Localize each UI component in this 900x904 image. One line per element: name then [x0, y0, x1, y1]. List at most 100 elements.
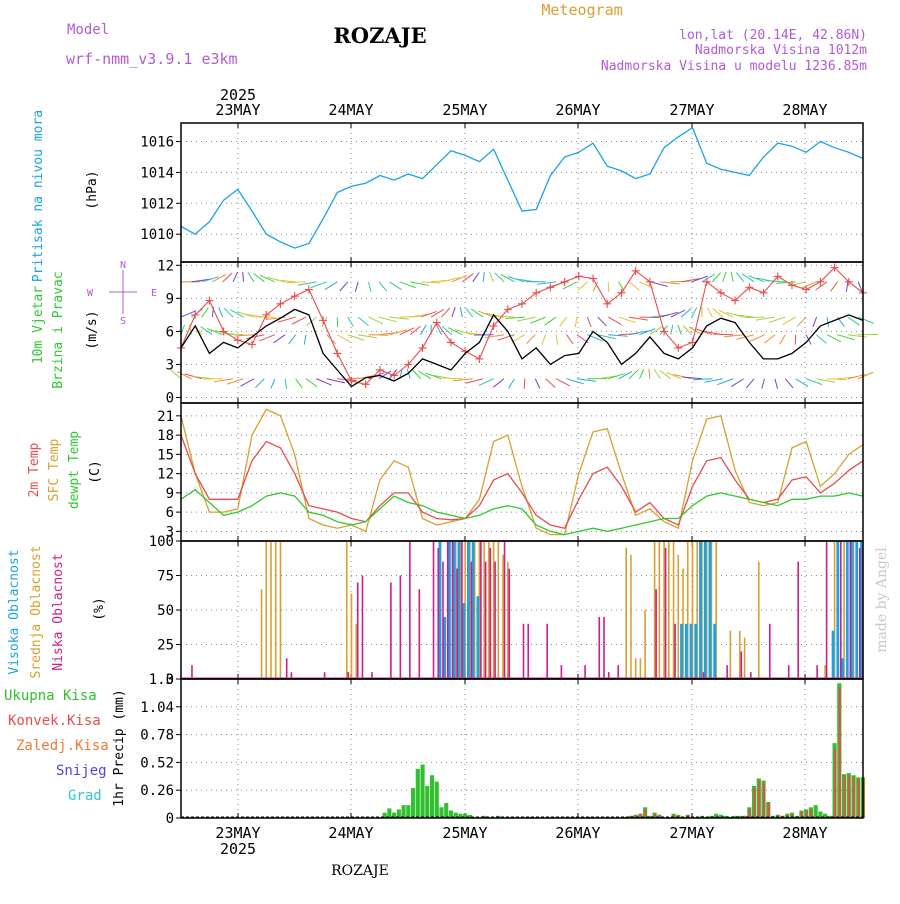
wind-barb — [545, 317, 557, 325]
wind-barb — [358, 317, 368, 325]
ytick-label: 50 — [157, 603, 174, 619]
wind-barb — [471, 309, 483, 317]
bottom-day-label: 27MAY — [669, 824, 714, 842]
ytick-label: 12 — [157, 258, 174, 274]
wind-barb — [337, 379, 357, 381]
wind-barb — [421, 282, 441, 283]
wind-barb — [219, 307, 223, 317]
wind-barb — [512, 335, 525, 342]
precip-total-bar — [430, 775, 434, 818]
precip-conv-bar — [758, 781, 760, 818]
panel-border — [181, 123, 863, 262]
wind-barb — [289, 335, 296, 344]
wind-barb — [556, 379, 570, 386]
wind-barb — [304, 335, 306, 345]
wind-barb — [274, 335, 286, 343]
wind-gust-marker — [447, 338, 455, 346]
wind-barb — [575, 317, 577, 327]
wind-barb — [248, 272, 254, 282]
precip-conv-bar — [839, 688, 841, 818]
model-name: wrf-nmm_v3.9.1 e3km — [66, 50, 238, 68]
elevation-label: Nadmorska Visina 1012m — [695, 43, 867, 58]
top-day-label: 28MAY — [782, 101, 827, 119]
precip-total-bar — [435, 782, 439, 818]
wind-gust-marker — [248, 341, 256, 349]
wind-barb — [201, 327, 213, 335]
ytick-label: 9 — [166, 291, 174, 307]
wind-barb — [713, 334, 733, 335]
panels: 1010101210141016036912369121518210255075… — [140, 123, 878, 827]
wind-barb — [493, 379, 504, 387]
wind-barb — [731, 272, 733, 282]
wind-barb — [443, 378, 463, 379]
wind-barb — [775, 379, 778, 389]
wind-barb — [671, 281, 691, 282]
wind-barb — [556, 335, 558, 345]
temp-2m-label: 2m Temp — [27, 442, 42, 497]
pressure-ylabel: (hPa) — [85, 170, 100, 209]
wind-barb — [542, 335, 546, 345]
ytick-label: 1.04 — [140, 700, 174, 716]
wind-gust-marker — [433, 319, 441, 327]
wind-barb — [746, 379, 754, 388]
ytick-label: 21 — [157, 409, 174, 425]
wind-barb — [608, 335, 628, 336]
model-elevation-label: Nadmorska Visina u modelu 1236.85m — [601, 59, 867, 74]
ytick-label: 0.26 — [140, 783, 174, 799]
top-day-label: 23MAY — [215, 101, 260, 119]
ytick-label: 9 — [166, 486, 174, 502]
wind-barb — [692, 276, 708, 282]
wind-barb — [441, 308, 449, 317]
wind-barb — [629, 370, 638, 379]
wind-barb — [846, 282, 848, 292]
wind-barb — [723, 272, 726, 282]
wind-barb — [286, 282, 306, 283]
wind-barb — [473, 272, 479, 281]
wind-barb — [243, 272, 244, 282]
wind-barb — [560, 317, 567, 326]
wind-title-line2: Brzina i Pravac — [51, 271, 66, 388]
compass-n: N — [120, 260, 126, 271]
wind-barb — [762, 379, 765, 389]
ytick-label: 1016 — [140, 135, 174, 151]
cloud-mid-label: Srednja Oblacnost — [29, 545, 44, 678]
wind-barb — [355, 282, 358, 292]
temp-sfc-label: SFC Temp — [47, 439, 62, 502]
compass-w: W — [87, 288, 94, 299]
precip-total-bar — [425, 786, 429, 818]
ytick-label: 1014 — [140, 165, 174, 181]
precip-conv-bar — [754, 788, 756, 818]
wind-barb — [306, 379, 317, 387]
precip-panel: 00.260.520.781.041.3 — [140, 672, 865, 827]
wind-barb — [731, 379, 743, 387]
wind-barb — [776, 282, 796, 283]
ytick-label: 6 — [166, 505, 174, 521]
wind-gust-line — [181, 268, 863, 385]
wind-barb — [649, 369, 650, 379]
cloud-low-label: Niska Oblacnost — [51, 553, 66, 670]
wind-barb — [827, 379, 847, 380]
ytick-label: 6 — [166, 324, 174, 340]
ytick-label: 0.78 — [140, 728, 174, 744]
watermark: made by Angel — [874, 547, 890, 653]
wind-barb — [608, 317, 621, 325]
wind-barb — [337, 335, 350, 343]
wind-barb — [340, 282, 348, 291]
wind-barb — [827, 317, 829, 327]
wind-barb — [325, 282, 337, 290]
precip-legend-item: Grad — [68, 788, 102, 804]
wind-gust-marker — [575, 272, 583, 280]
wind-barb — [712, 273, 720, 282]
pressure-title: Pritisak na nivou mora — [31, 110, 46, 282]
bottom-day-label: 25MAY — [442, 824, 487, 842]
ytick-label: 75 — [157, 569, 174, 585]
wind-barb — [681, 308, 691, 317]
wind-barb — [785, 379, 793, 388]
precip-conv-bar — [749, 809, 751, 818]
top-day-label: 25MAY — [442, 101, 487, 119]
wind-gust-marker — [333, 349, 341, 357]
ytick-label: 12 — [157, 467, 174, 483]
wind-barb — [639, 369, 643, 379]
